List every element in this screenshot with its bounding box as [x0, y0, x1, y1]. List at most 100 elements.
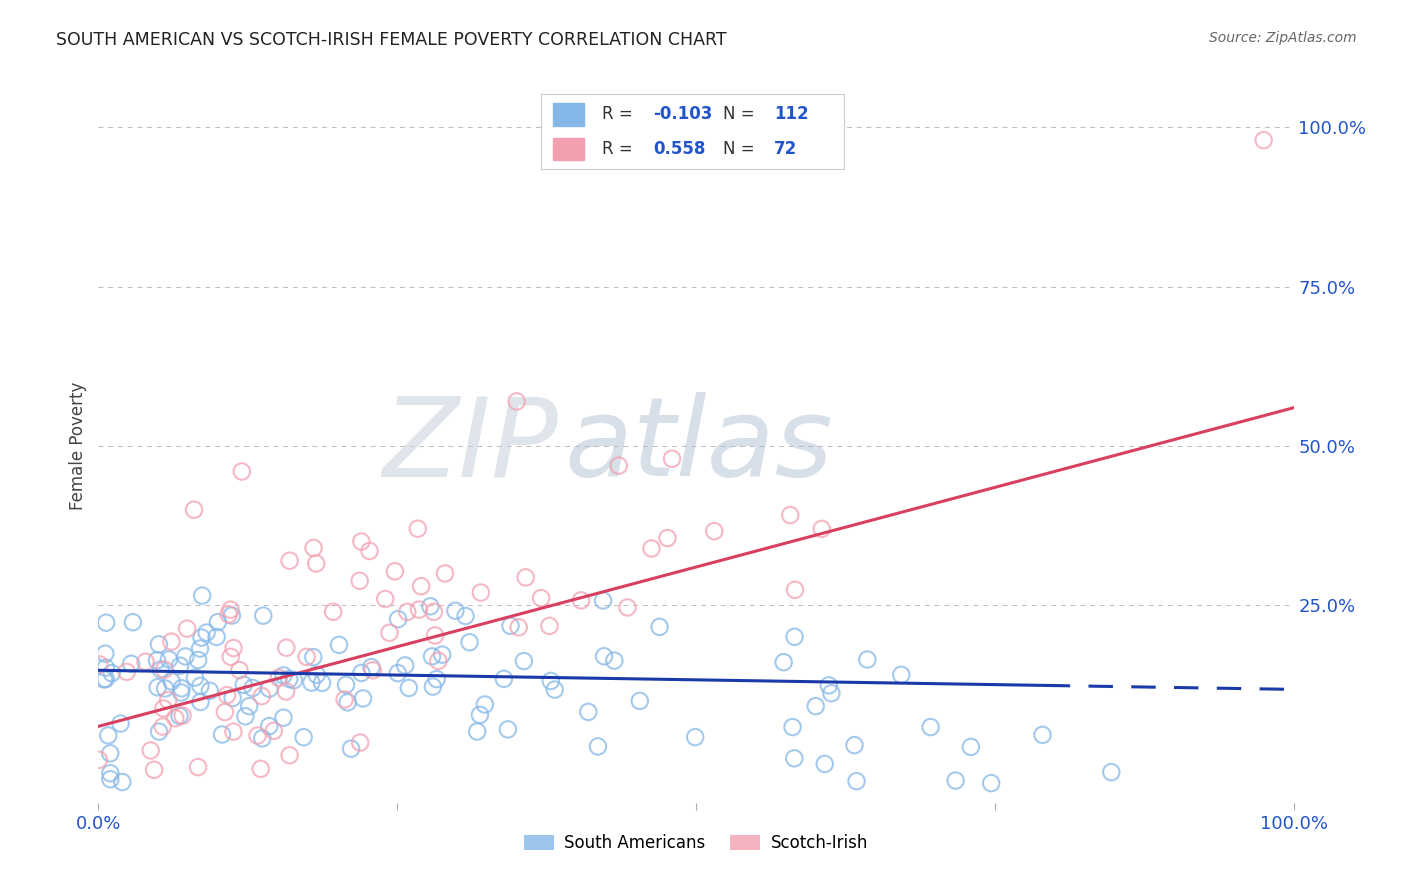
Point — [267, 671, 290, 685]
Point — [419, 599, 441, 614]
Point — [295, 649, 318, 664]
Point — [259, 681, 281, 696]
Point — [311, 676, 333, 690]
Point — [406, 522, 429, 536]
Text: ZIP: ZIP — [382, 392, 558, 500]
Point — [278, 748, 301, 763]
Point — [328, 638, 350, 652]
Point — [569, 593, 592, 607]
Point — [648, 620, 671, 634]
Point — [278, 554, 301, 568]
Point — [238, 699, 260, 714]
Point — [146, 681, 169, 695]
Point — [349, 735, 371, 749]
Point — [299, 675, 322, 690]
Point — [172, 708, 194, 723]
Point — [782, 720, 804, 734]
Point — [359, 544, 381, 558]
Point — [661, 451, 683, 466]
Point — [98, 772, 122, 787]
Point — [134, 655, 156, 669]
Point — [190, 679, 212, 693]
Point — [89, 657, 111, 672]
Text: R =: R = — [602, 105, 633, 123]
Point — [394, 658, 416, 673]
Point — [153, 663, 176, 677]
Point — [157, 652, 180, 666]
Point — [352, 691, 374, 706]
Point — [398, 681, 420, 695]
Point — [165, 711, 187, 725]
Point — [349, 574, 371, 588]
Point — [94, 661, 117, 675]
Point — [231, 465, 253, 479]
Text: atlas: atlas — [565, 392, 834, 500]
Point — [783, 630, 806, 644]
Point — [408, 602, 430, 616]
Point — [149, 663, 172, 677]
Point — [111, 775, 134, 789]
Point — [148, 724, 170, 739]
Point — [844, 738, 866, 752]
Legend: South Americans, Scotch-Irish: South Americans, Scotch-Irish — [517, 828, 875, 859]
Point — [160, 634, 183, 648]
Point — [187, 653, 209, 667]
Point — [515, 570, 537, 584]
Point — [152, 719, 174, 733]
Text: N =: N = — [723, 105, 754, 123]
Text: 0.558: 0.558 — [654, 140, 706, 158]
Point — [856, 652, 879, 666]
Point — [779, 508, 801, 522]
Point — [190, 695, 212, 709]
Point — [249, 762, 271, 776]
Point — [195, 625, 218, 640]
Point — [98, 747, 121, 761]
Text: 72: 72 — [775, 140, 797, 158]
Text: 112: 112 — [775, 105, 808, 123]
Point — [616, 600, 638, 615]
Point — [336, 695, 359, 709]
FancyBboxPatch shape — [554, 103, 583, 126]
Point — [98, 766, 122, 780]
Point — [176, 622, 198, 636]
Point — [458, 635, 481, 649]
Point — [302, 541, 325, 555]
Point — [222, 641, 245, 656]
Point — [207, 615, 229, 629]
Point — [492, 672, 515, 686]
Point — [191, 589, 214, 603]
Point — [235, 709, 257, 723]
Point — [411, 579, 433, 593]
Point — [232, 678, 254, 692]
Point — [115, 665, 138, 679]
Point — [508, 620, 530, 634]
Y-axis label: Female Poverty: Female Poverty — [69, 382, 87, 510]
Point — [422, 680, 444, 694]
Point — [305, 667, 328, 681]
Point — [94, 647, 117, 661]
Point — [980, 776, 1002, 790]
Point — [110, 716, 132, 731]
Point — [148, 637, 170, 651]
Point — [506, 394, 529, 409]
Point — [374, 591, 396, 606]
Point — [592, 593, 614, 607]
Point — [783, 582, 806, 597]
Point — [97, 728, 120, 742]
Point — [423, 605, 446, 619]
Point — [222, 724, 245, 739]
Point — [607, 458, 630, 473]
Point — [170, 685, 193, 699]
Point — [804, 699, 827, 714]
Point — [143, 763, 166, 777]
FancyBboxPatch shape — [554, 137, 583, 161]
Point — [474, 698, 496, 712]
Point — [470, 585, 492, 599]
Point — [340, 741, 363, 756]
Point — [360, 660, 382, 674]
Point — [427, 654, 450, 668]
Point — [160, 674, 183, 689]
Point — [305, 557, 328, 571]
Point — [228, 663, 250, 677]
Point — [820, 686, 842, 700]
